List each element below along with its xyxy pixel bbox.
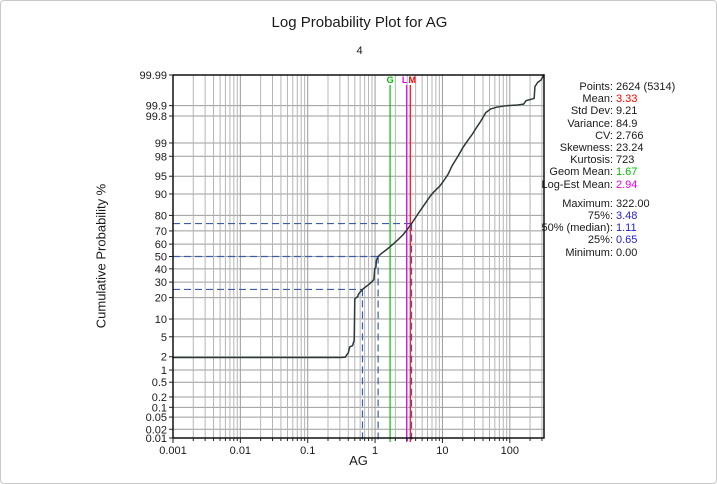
x-tick-label: 10	[436, 445, 448, 457]
stat-label: Skewness:	[559, 142, 613, 155]
stat-row: CV: 2.766	[519, 130, 711, 142]
stat-row: Std Dev: 9.21	[519, 105, 711, 117]
x-tick-label: 1	[372, 445, 378, 457]
stat-row: Geom Mean: 1.67	[519, 166, 711, 178]
stat-value: 3.48	[616, 210, 638, 223]
stat-group: Maximum: 322.00 75%: 3.48 50% (median): 1.11 2…	[519, 198, 711, 259]
stat-value: 9.21	[616, 105, 638, 118]
stat-label: Std Dev:	[570, 105, 613, 118]
stat-label: Mean:	[582, 93, 613, 106]
stat-value: 723	[616, 154, 635, 167]
y-tick-label: 0.05	[146, 412, 167, 424]
x-tick-label: 0.01	[230, 445, 251, 457]
stat-value: 1.67	[616, 166, 638, 179]
chart-title: Log Probability Plot for AG	[271, 14, 448, 31]
stat-row: Minimum: 0.00	[519, 247, 711, 259]
stat-label: Variance:	[567, 117, 613, 130]
stat-label: 50% (median):	[541, 222, 613, 235]
reference-line-label-G: G	[387, 75, 394, 85]
stat-value: 84.9	[616, 117, 638, 130]
y-tick-label: 60	[155, 239, 167, 251]
y-tick-label: 99	[155, 138, 167, 150]
y-tick-label: 20	[155, 293, 167, 305]
y-tick-label: 0.5	[152, 377, 167, 389]
stat-row: 50% (median): 1.11	[519, 222, 711, 234]
stat-row: Kurtosis: 723	[519, 154, 711, 166]
stat-label: Geom Mean:	[549, 166, 613, 179]
y-tick-label: 99.8	[146, 111, 167, 123]
stat-label: Kurtosis:	[570, 154, 613, 167]
stat-row: Variance: 84.9	[519, 118, 711, 130]
y-tick-label: 99.9	[146, 101, 167, 113]
x-tick-label: 0.1	[300, 445, 315, 457]
y-tick-label: 98	[155, 151, 167, 163]
stat-label: Maximum:	[562, 197, 613, 210]
stat-row: Points: 2624 (5314)	[519, 81, 711, 93]
y-tick-label: 95	[155, 171, 167, 183]
y-tick-label: 30	[155, 277, 167, 289]
x-tick-label: 0.001	[159, 445, 187, 457]
stat-value: 3.33	[616, 93, 638, 106]
stat-label: Points:	[579, 81, 613, 93]
stat-row: Log-Est Mean: 2.94	[519, 179, 711, 191]
y-tick-label: 70	[155, 226, 167, 238]
reference-line-label-L: L	[402, 75, 408, 85]
y-tick-label: 99.99	[139, 70, 167, 82]
y-axis-title: Cumulative Probability %	[93, 183, 109, 329]
stat-value: 0.65	[616, 234, 638, 247]
y-tick-label: 1	[161, 365, 167, 377]
x-axis-title: AG	[349, 453, 368, 468]
chart-subtitle: 4	[356, 45, 363, 57]
x-tick-label: 100	[501, 445, 519, 457]
y-tick-label: 0.2	[152, 392, 167, 404]
y-tick-label: 50	[155, 252, 167, 264]
stat-label: 75%:	[587, 210, 613, 223]
stat-group: Points: 2624 (5314) Mean: 3.33 Std Dev: 9.21 V…	[519, 81, 711, 191]
stat-label: CV:	[595, 129, 613, 142]
stat-value: 2.94	[616, 178, 638, 191]
y-tick-label: 5	[161, 332, 167, 344]
stat-value: 322.00	[616, 197, 650, 210]
y-tick-label: 40	[155, 264, 167, 276]
stat-label: Minimum:	[565, 246, 613, 259]
stat-row: 25%: 0.65	[519, 234, 711, 246]
y-tick-label: 90	[155, 189, 167, 201]
y-tick-label: 0.02	[146, 424, 167, 436]
y-tick-label: 0.01	[146, 433, 167, 445]
y-tick-label: 10	[155, 314, 167, 326]
stat-value: 23.24	[616, 142, 644, 155]
stat-value: 0.00	[616, 246, 638, 259]
stat-row: 75%: 3.48	[519, 210, 711, 222]
stat-label: Log-Est Mean:	[541, 178, 613, 191]
stat-value: 2624 (5314)	[616, 81, 676, 93]
y-tick-label: 2	[161, 352, 167, 364]
cdf-curve	[172, 74, 545, 359]
statistics-panel: Points: 2624 (5314) Mean: 3.33 Std Dev: 9.21 V…	[519, 81, 711, 259]
stat-row: Skewness: 23.24	[519, 142, 711, 154]
stat-row: Mean: 3.33	[519, 93, 711, 105]
reference-line-label-M: M	[409, 75, 417, 85]
y-tick-label: 0.1	[152, 402, 167, 414]
stat-label: 25%:	[587, 234, 613, 247]
stat-row: Maximum: 322.00	[519, 198, 711, 210]
stat-value: 2.766	[616, 129, 644, 142]
stat-value: 1.11	[616, 222, 637, 235]
y-tick-label: 80	[155, 210, 167, 222]
